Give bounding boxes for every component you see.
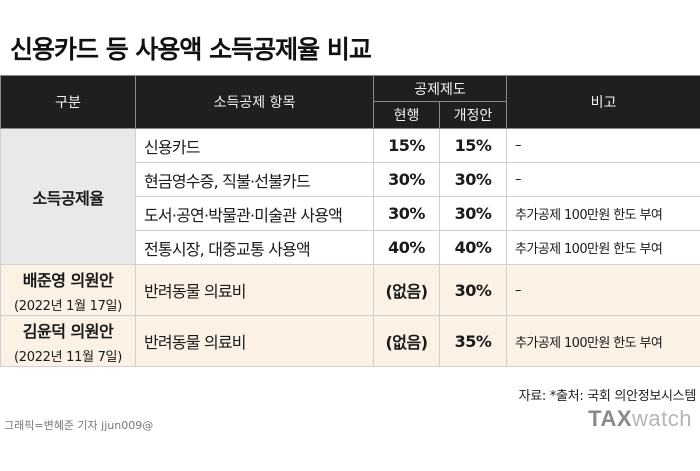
page-title: 신용카드 등 사용액 소득공제율 비교 (10, 35, 372, 64)
table-row: 현금영수증, 직불·선불카드 30% 30% – (1, 162, 700, 197)
revised-rate-cell: 30% (439, 162, 507, 197)
item-cell: 현금영수증, 직불·선불카드 (135, 162, 374, 197)
logo-tax-text: TAX (588, 406, 633, 431)
header-category: 구분 (0, 75, 136, 129)
header-system: 공제제도 (373, 75, 507, 102)
note-cell: 추가공제 100만원 한도 부여 (506, 196, 700, 231)
revised-rate-cell: 15% (439, 128, 507, 163)
proposal-name: 김윤덕 의원안 (22, 321, 114, 341)
note-cell: 추가공제 100만원 한도 부여 (506, 230, 700, 265)
table-row: 도서·공연·박물관·미술관 사용액 30% 30% 추가공제 100만원 한도 … (1, 196, 700, 231)
current-rate-cell: (없음) (373, 264, 440, 316)
proposal-name: 배준영 의원안 (22, 270, 114, 290)
current-rate-cell: 15% (373, 128, 440, 163)
proposal-date: (2022년 1월 17일) (14, 298, 122, 314)
note-cell: – (506, 128, 700, 163)
graphic-credit: 그래픽=변혜준 기자 jjun009@ (4, 419, 154, 432)
current-rate-cell: 40% (373, 230, 440, 265)
group-label-kim-proposal: 김윤덕 의원안 (2022년 11월 7일) (0, 315, 136, 367)
revised-rate-cell: 40% (439, 230, 507, 265)
group-label-deduction-rate: 소득공제율 (0, 128, 136, 265)
table-row: 배준영 의원안 (2022년 1월 17일) 반려동물 의료비 (없음) 30%… (0, 264, 700, 316)
header-current: 현행 (373, 101, 440, 129)
header-note: 비고 (506, 75, 700, 129)
table-row: 김윤덕 의원안 (2022년 11월 7일) 반려동물 의료비 (없음) 35%… (0, 315, 700, 367)
table-row: 소득공제율 신용카드 15% 15% – (0, 128, 700, 265)
group-label-bae-proposal: 배준영 의원안 (2022년 1월 17일) (0, 264, 136, 316)
note-cell: 추가공제 100만원 한도 부여 (506, 315, 700, 367)
revised-rate-cell: 30% (439, 196, 507, 231)
item-cell: 전통시장, 대중교통 사용액 (135, 230, 374, 265)
table-row: 전통시장, 대중교통 사용액 40% 40% 추가공제 100만원 한도 부여 (1, 230, 700, 265)
item-cell: 신용카드 (135, 128, 374, 163)
revised-rate-cell: 30% (439, 264, 507, 316)
taxwatch-logo: TAXwatch (588, 406, 692, 432)
current-rate-cell: 30% (373, 196, 440, 231)
logo-watch-text: watch (632, 406, 692, 431)
current-rate-cell: (없음) (373, 315, 440, 367)
revised-rate-cell: 35% (439, 315, 507, 367)
item-cell: 반려동물 의료비 (135, 315, 374, 367)
header-item: 소득공제 항목 (135, 75, 374, 129)
source-note: 자료: *출처: 국회 의안정보시스템 (518, 389, 697, 404)
header-revised: 개정안 (439, 101, 507, 129)
comparison-table: 구분 소득공제 항목 공제제도 비고 현행 개정안 소득공제율 신용카드 15%… (0, 75, 700, 367)
item-cell: 도서·공연·박물관·미술관 사용액 (135, 196, 374, 231)
note-cell: – (506, 264, 700, 316)
proposal-date: (2022년 11월 7일) (14, 349, 122, 365)
current-rate-cell: 30% (373, 162, 440, 197)
item-cell: 반려동물 의료비 (135, 264, 374, 316)
note-cell: – (506, 162, 700, 197)
